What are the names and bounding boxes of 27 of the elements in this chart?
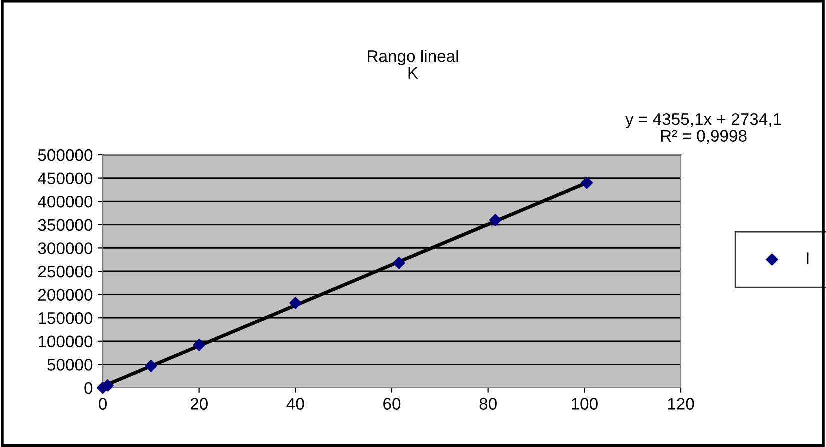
y-tick-label: 300000 (38, 242, 93, 254)
y-tick-label: 450000 (38, 172, 93, 185)
x-tick-label: 0 (99, 398, 107, 410)
y-tick-label: 350000 (38, 219, 93, 232)
y-tick-label: 200000 (38, 289, 93, 302)
point (290, 297, 302, 310)
text: y = 4355,1x + 2734,1 R² = 0,9998 (625, 113, 782, 144)
point (489, 214, 502, 226)
x-tick-label: 100 (572, 398, 598, 410)
chart-title: Rango lineal K (368, 50, 458, 79)
point (393, 257, 406, 270)
y-tick-label: 250000 (38, 266, 93, 278)
y-tick-label: 100000 (38, 336, 93, 348)
y-tick-label: 400000 (38, 196, 93, 208)
x-tick-label: 20 (190, 398, 208, 410)
x-tick-label: 120 (668, 398, 694, 410)
legend-label: I (807, 252, 809, 264)
y-tick-label: 500000 (38, 149, 93, 162)
y-tick-label: 150000 (38, 312, 93, 324)
point (193, 339, 206, 352)
point (581, 176, 594, 190)
x-tick-label: 40 (286, 398, 304, 410)
y-tick-label: 0 (84, 382, 93, 394)
y-tick-label: 50000 (48, 359, 93, 371)
x-tick-label: 80 (480, 398, 497, 410)
point (145, 360, 158, 372)
x-tick-label: 60 (384, 398, 401, 410)
